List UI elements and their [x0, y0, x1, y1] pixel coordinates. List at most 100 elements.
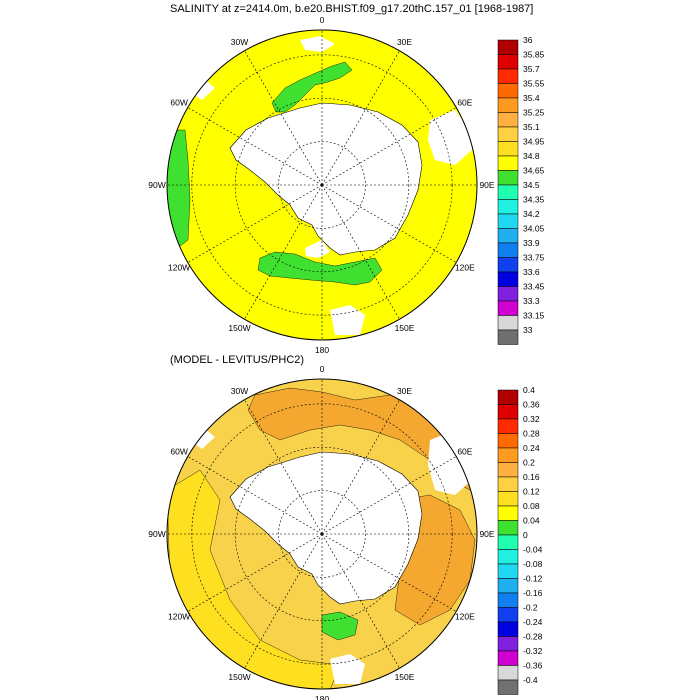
- colorbar-tick-label: 34.8: [523, 151, 540, 161]
- colorbar-tick-label: 0.36: [523, 400, 540, 410]
- colorbar-swatch: [497, 300, 519, 316]
- colorbar-tick-label: 33.3: [523, 296, 540, 306]
- meridian-line: [321, 399, 400, 535]
- map-title-salinity: SALINITY at z=2414.0m, b.e20.BHIST.f09_g…: [170, 3, 534, 15]
- colorbar-difference: 0.4 0.36 0.32 0.28 0.24 0.2 0.16 0.12 0.08 0.04 0 -…: [497, 385, 543, 695]
- colorbar-swatch: [497, 520, 519, 536]
- colorbar-tick-label: 0.28: [523, 429, 540, 439]
- colorbar-salinity: 36 35.85 35.7 35.55 35.4 35.25 35.1 34.95 34.8 34…: [497, 35, 545, 345]
- low-salinity-patch-west: [167, 129, 191, 251]
- colorbar-swatch: [497, 68, 519, 84]
- colorbar-swatch: [497, 39, 519, 55]
- meridian-line: [187, 533, 323, 612]
- colorbar-tick-label: 35.4: [523, 93, 540, 103]
- colorbar-swatch: [497, 184, 519, 200]
- colorbar-tick-label: 35.1: [523, 122, 540, 132]
- meridian-line: [244, 50, 323, 186]
- colorbar-swatch: [497, 491, 519, 507]
- colorbar-tick-label: 0.32: [523, 414, 540, 424]
- colorbar-tick-label: 35.55: [523, 79, 545, 89]
- colorbar-swatch: [497, 271, 519, 287]
- colorbar-swatch: [497, 563, 519, 579]
- longitude-label: 30E: [397, 37, 412, 47]
- colorbar-swatch: [497, 433, 519, 449]
- colorbar-swatch: [497, 462, 519, 478]
- latitude-circle: [191, 403, 453, 665]
- longitude-label: 120W: [168, 263, 190, 273]
- colorbar-swatch: [497, 447, 519, 463]
- meridian-line: [321, 107, 457, 186]
- colorbar-tick-label: 33.15: [523, 311, 545, 321]
- ross-ice-shelf: [305, 240, 330, 258]
- longitude-labels: 0 30E 60E 90E 120E 150E 180 150W 120W 90W 60W 30W: [148, 15, 495, 355]
- colorbar-swatch: [497, 242, 519, 258]
- colorbar-tick-label: 34.95: [523, 137, 545, 147]
- colorbar-swatch: [497, 418, 519, 434]
- longitude-label: 30W: [231, 37, 248, 47]
- colorbar-swatch: [497, 83, 519, 99]
- longitude-label: 30E: [397, 386, 412, 396]
- new-zealand-land: [330, 305, 365, 335]
- longitude-label: 90W: [148, 180, 165, 190]
- colorbar-swatch: [497, 636, 519, 652]
- colorbar-swatch: [497, 141, 519, 157]
- colorbar-swatch: [497, 155, 519, 171]
- meridian-line: [187, 184, 323, 263]
- colorbar-swatch: [497, 170, 519, 186]
- low-salinity-patch-ross: [257, 251, 383, 286]
- longitude-label: 150W: [228, 672, 250, 682]
- colorbar-tick-label: 33.9: [523, 238, 540, 248]
- longitude-label: 60W: [170, 98, 187, 108]
- colorbar-swatch: [497, 578, 519, 594]
- colorbar-swatch: [497, 679, 519, 695]
- colorbar-swatch: [497, 650, 519, 666]
- meridian-line: [321, 184, 400, 320]
- longitude-labels: 0 30E 60E 90E 120E 150E 180 150W 120W 90W 60W 30W: [148, 364, 495, 700]
- map-title-difference: (MODEL - LEVITUS/PHC2): [170, 354, 305, 366]
- colorbar-tick-label: 0.4: [523, 385, 535, 395]
- longitude-label: 150E: [395, 672, 415, 682]
- seamount-missing-data: [428, 110, 472, 165]
- map-boundary: [166, 378, 478, 690]
- colorbar-swatch: [497, 228, 519, 244]
- colorbar-swatch: [497, 534, 519, 550]
- colorbar-tick-label: 0.2: [523, 458, 535, 468]
- longitude-label: 120E: [455, 263, 475, 273]
- colorbar-tick-label: -0.16: [523, 588, 543, 598]
- meridian-line: [321, 533, 457, 612]
- new-zealand-land: [330, 654, 365, 684]
- mid-atlantic-ridge-missing: [300, 36, 335, 52]
- meridian-line: [244, 533, 323, 669]
- meridian-line: [244, 399, 323, 535]
- graticule: [167, 379, 477, 689]
- colorbar-swatch: [497, 389, 519, 405]
- longitude-label: 90E: [479, 180, 494, 190]
- latitude-circle: [278, 490, 366, 578]
- meridian-line: [321, 50, 400, 186]
- colorbar-swatch: [497, 97, 519, 113]
- colorbar-tick-label: 34.05: [523, 224, 545, 234]
- colorbar-tick-label: 34.2: [523, 209, 540, 219]
- colorbar-tick-label: 34.5: [523, 180, 540, 190]
- longitude-label: 180: [315, 345, 329, 355]
- meridian-line: [321, 456, 457, 535]
- colorbar-swatch: [497, 329, 519, 345]
- colorbar-swatch: [497, 315, 519, 331]
- graticule: [167, 30, 477, 340]
- colorbar-tick-label: -0.2: [523, 603, 538, 613]
- colorbar-swatch: [497, 213, 519, 229]
- longitude-label: 30W: [231, 386, 248, 396]
- colorbar-swatch: [497, 476, 519, 492]
- meridian-line: [187, 456, 323, 535]
- low-salinity-patch-atlantic: [271, 61, 353, 113]
- colorbar-tick-label: 0.12: [523, 487, 540, 497]
- longitude-label: 150W: [228, 323, 250, 333]
- latitude-circle: [234, 446, 410, 622]
- colorbar-tick-label: -0.04: [523, 545, 543, 555]
- colorbar-tick-label: -0.08: [523, 559, 543, 569]
- meridian-line: [321, 184, 457, 263]
- longitude-label: 90E: [479, 529, 494, 539]
- colorbar-tick-label: 34.65: [523, 166, 545, 176]
- longitude-label: 60E: [457, 447, 472, 457]
